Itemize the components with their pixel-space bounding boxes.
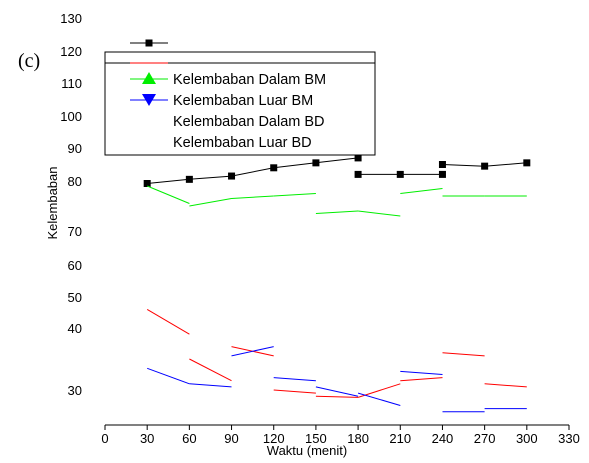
y-tick-label-50: 50 <box>68 290 82 305</box>
x-tick-label-90: 90 <box>224 431 238 446</box>
series-2-segment-2 <box>231 195 274 199</box>
series-0-point-2 <box>228 172 236 180</box>
y-tick-label-100: 100 <box>60 109 82 124</box>
x-axis-title: Waktu (menit) <box>267 443 347 458</box>
series-2-segment-1 <box>189 198 232 207</box>
y-tick-label-60: 60 <box>68 258 82 273</box>
series-1 <box>146 308 527 398</box>
series-2-segment-6 <box>400 188 443 194</box>
series-0-point-7 <box>396 170 404 178</box>
series-3-segment-4 <box>315 386 359 397</box>
panel-label: (c) <box>18 50 41 72</box>
series-0-point-0 <box>143 180 151 187</box>
x-tick-label-330: 330 <box>558 431 580 446</box>
series-3-segment-0 <box>147 367 190 385</box>
series-2-segment-3 <box>273 193 316 197</box>
chart-axes: 0 30 60 90 120 150 180 210 240 270 300 330 30 40 50 60 7… <box>60 11 580 446</box>
x-tick-label-180: 180 <box>347 431 369 446</box>
series-2-segment-0 <box>147 185 190 204</box>
x-tick-label-120: 120 <box>263 431 285 446</box>
y-tick-label-30: 30 <box>68 383 82 398</box>
legend-label-0: Kelembaban Dalam BM <box>173 72 326 88</box>
series-3-segment-1 <box>189 383 232 388</box>
x-tick-label-150: 150 <box>305 431 327 446</box>
series-1-segment-6 <box>400 377 443 382</box>
series-2-segment-5 <box>358 210 401 217</box>
y-tick-label-130: 130 <box>60 11 82 26</box>
series-3-segment-3 <box>273 377 316 382</box>
legend-label-1: Kelembaban Luar BM <box>173 93 313 109</box>
series-layer <box>143 154 531 413</box>
legend-triangle-up <box>142 72 156 84</box>
x-tick-label-300: 300 <box>516 431 538 446</box>
series-3-segment-5 <box>357 392 401 406</box>
y-tick-label-70: 70 <box>68 224 82 239</box>
series-0-point-6 <box>354 170 362 178</box>
series-3-segment-2 <box>231 346 274 357</box>
series-1-segment-1 <box>189 358 232 382</box>
legend-triangle-down <box>142 94 156 106</box>
series-0-point-4 <box>312 159 320 167</box>
legend-black-square <box>145 39 153 47</box>
series-1-segment-7 <box>442 352 485 357</box>
x-tick-label-30: 30 <box>140 431 154 446</box>
series-0-point-11 <box>523 159 531 167</box>
legend-label-2: Kelembaban Dalam BD <box>173 114 325 130</box>
series-0-point-1 <box>185 175 193 183</box>
series-1-segment-3 <box>273 389 316 394</box>
series-3 <box>147 346 527 413</box>
y-tick-label-120: 120 <box>60 44 82 59</box>
x-tick-label-210: 210 <box>389 431 411 446</box>
series-0-point-9 <box>438 161 446 168</box>
y-axis-title: Kelembaban <box>45 167 60 240</box>
series-3-segment-6 <box>400 370 443 375</box>
series-0-point-8 <box>438 170 446 178</box>
series-0 <box>143 154 531 187</box>
series-0-line-a <box>147 157 359 184</box>
legend-label-3: Kelembaban Luar BD <box>173 135 312 151</box>
series-2-segment-4 <box>315 210 359 214</box>
y-tick-label-40: 40 <box>68 321 82 336</box>
series-2 <box>147 185 527 217</box>
series-0-point-10 <box>481 162 489 170</box>
series-0-point-3 <box>270 164 278 172</box>
legend: Kelembaban Dalam BM Kelembaban Luar BM Kel… <box>104 39 376 156</box>
series-1-segment-4 <box>315 395 359 398</box>
x-tick-label-270: 270 <box>474 431 496 446</box>
x-tick-label-60: 60 <box>182 431 196 446</box>
y-tick-label-80: 80 <box>68 174 82 189</box>
y-tick-label-90: 90 <box>68 141 82 156</box>
x-tick-label-240: 240 <box>432 431 454 446</box>
series-1-segment-8 <box>484 383 527 388</box>
series-0-point-5 <box>354 154 362 162</box>
y-tick-label-110: 110 <box>61 76 82 91</box>
x-tick-label-0: 0 <box>101 431 108 446</box>
axis-labels: Waktu (menit) Kelembaban <box>45 167 347 459</box>
series-1-segment-0 <box>146 308 190 335</box>
